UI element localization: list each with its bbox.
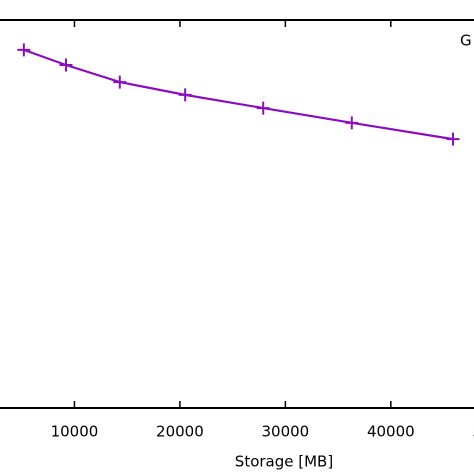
- marker: [59, 58, 73, 72]
- marker: [345, 116, 359, 130]
- x-tick-label: 30000: [262, 423, 310, 441]
- series-line: [23, 48, 454, 141]
- x-tick-label: 10000: [51, 423, 99, 441]
- x-tick-label: 20000: [156, 423, 204, 441]
- marker: [256, 101, 270, 115]
- marker: [178, 88, 192, 102]
- marker: [113, 75, 127, 89]
- x-tick-label: 50000: [472, 423, 474, 441]
- marker: [17, 43, 31, 57]
- legend-label: G: [460, 32, 472, 50]
- marker: [446, 132, 460, 146]
- x-axis-label: Storage [MB]: [235, 453, 333, 471]
- x-tick-label: 40000: [367, 423, 415, 441]
